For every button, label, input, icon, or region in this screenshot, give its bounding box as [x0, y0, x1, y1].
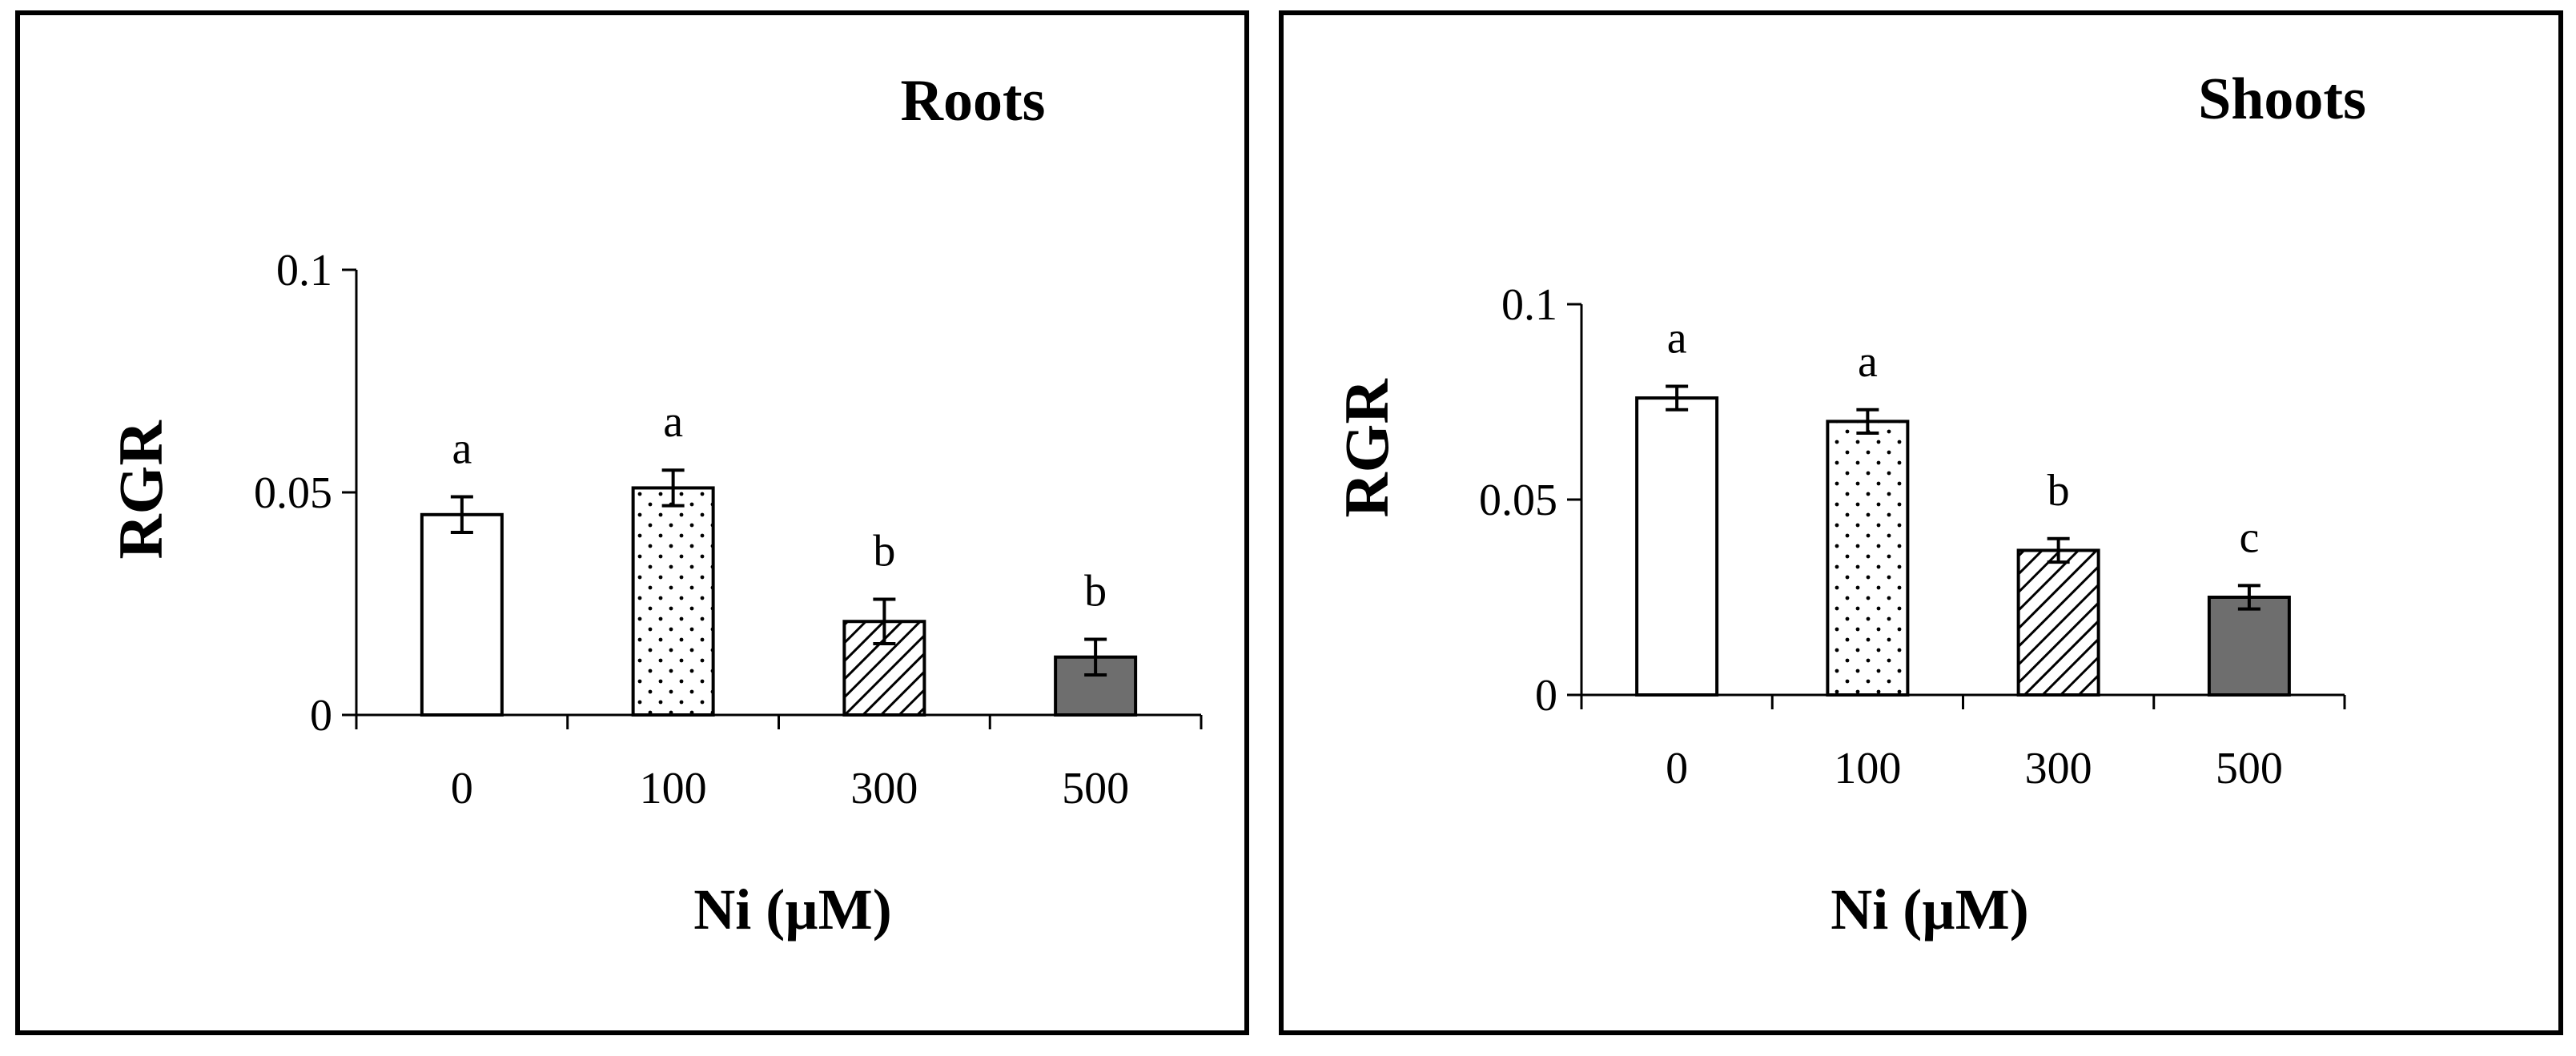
panel-frame-roots: [15, 10, 1249, 1035]
chart-title: Roots: [901, 68, 1046, 134]
significance-letter: b: [1084, 566, 1107, 616]
y-axis-label: RGR: [1332, 378, 1401, 518]
significance-letter: a: [1667, 313, 1687, 363]
chart-shoots: Shoots RGR Ni (µM) 0 0.05 0.1 a 0 a 100 b 300 c 50…: [1332, 66, 2366, 942]
x-tick-label: 100: [1834, 744, 1901, 793]
significance-letter: a: [663, 397, 683, 447]
y-tick-label: 0.05: [1479, 476, 1557, 525]
y-tick-label: 0: [310, 691, 332, 741]
x-tick-label: 500: [2216, 744, 2283, 793]
bar: [631, 486, 715, 717]
x-axis-label: Ni (µM): [693, 877, 891, 942]
y-tick-label: 0: [1535, 671, 1557, 721]
significance-letter: a: [1858, 337, 1878, 387]
x-tick-label: 0: [1666, 744, 1688, 793]
bar: [420, 512, 504, 717]
significance-letter: a: [452, 424, 472, 474]
x-tick-label: 500: [1062, 764, 1129, 813]
panel-frame-shoots: [1279, 10, 2563, 1035]
x-tick-label: 300: [2025, 744, 2092, 793]
bar: [2016, 548, 2100, 697]
x-tick-label: 300: [850, 764, 918, 813]
bar: [1826, 420, 1910, 697]
significance-letter: b: [2048, 466, 2070, 516]
y-tick-label: 0.1: [1501, 280, 1557, 330]
x-tick-label: 100: [640, 764, 707, 813]
chart-roots: Roots RGR Ni (µM) 0 0.05 0.1 a 0 a 100 b 300 b 500: [106, 68, 1203, 942]
plot-area: 0 0.05 0.1 a 0 a 100 b 300 b 500: [254, 246, 1203, 813]
bar: [842, 620, 926, 717]
significance-letter: b: [873, 526, 895, 576]
y-tick-label: 0.05: [254, 468, 332, 518]
bar: [1635, 396, 1719, 697]
chart-title: Shoots: [2198, 66, 2366, 132]
bar: [2207, 596, 2291, 697]
plot-area: 0 0.05 0.1 a 0 a 100 b 300 c 500: [1479, 280, 2346, 793]
y-tick-label: 0.1: [276, 246, 332, 295]
significance-letter: c: [2239, 512, 2259, 562]
x-tick-label: 0: [451, 764, 473, 813]
x-axis-label: Ni (µM): [1831, 877, 2028, 942]
y-axis-label: RGR: [106, 420, 175, 560]
